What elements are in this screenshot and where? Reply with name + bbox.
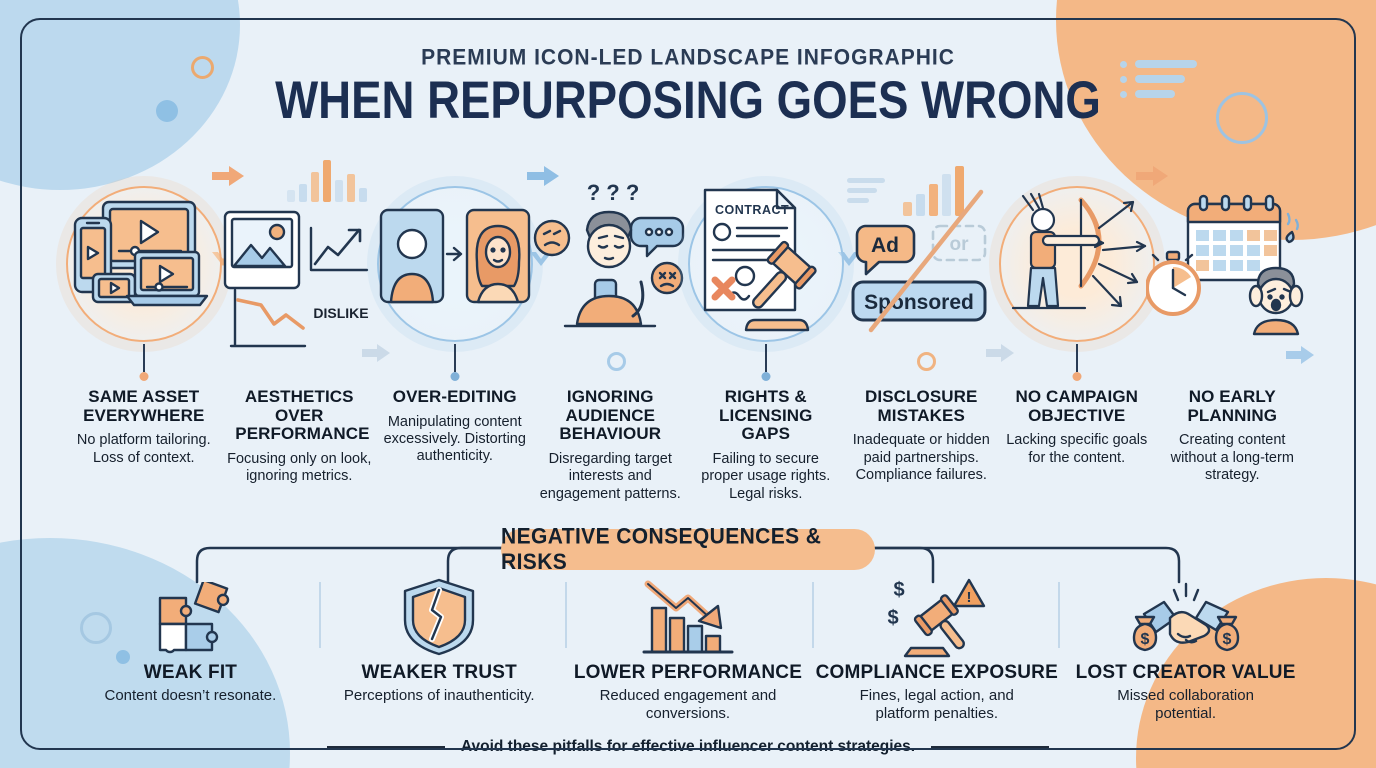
- pitfall-title: NO EARLY PLANNING: [1187, 387, 1278, 425]
- consequence-desc: Content doesn’t resonate.: [104, 687, 277, 704]
- pitfall-title: IGNORING AUDIENCE BEHAVIOUR: [559, 387, 662, 444]
- multi-device-video-icon: [73, 200, 208, 307]
- decor-dot: [156, 100, 178, 122]
- consequence-desc: Missed collaboration potential.: [1117, 687, 1254, 722]
- pitfall-no-planning: NO EARLY PLANNING Creating content witho…: [1146, 148, 1311, 503]
- consequence-lost-creator-value: $ $ LOST CREATOR VALUE Missed collaborat…: [1061, 574, 1310, 723]
- pitfall-desc: Lacking specific goals for the content.: [1006, 432, 1148, 466]
- decor-ring: [80, 612, 112, 644]
- pitfall-ignoring-audience: ? ? ?: [533, 148, 689, 503]
- flow-arrow-icon: [1286, 346, 1314, 364]
- page-title: WHEN REPURPOSING GOES WRONG: [275, 69, 1101, 130]
- sponsored-label: Sponsored: [864, 291, 974, 314]
- consequences-banner: NEGATIVE CONSEQUENCES & RISKS: [501, 524, 875, 574]
- flow-arrow-icon: [1136, 166, 1168, 186]
- consequence-title: COMPLIANCE EXPOSURE: [815, 662, 1058, 683]
- footer-rule-left: [326, 745, 445, 749]
- dislike-label: DISLIKE: [314, 305, 369, 321]
- consequence-weak-fit: WEAK FIT Content doesn’t resonate.: [66, 574, 315, 723]
- kicker: PREMIUM ICON-LED LANDSCAPE INFOGRAPHIC: [421, 45, 955, 70]
- ad-disclosure-icon: Ad or Sponsored: [847, 166, 987, 333]
- consequence-title: LOST CREATOR VALUE: [1075, 662, 1296, 683]
- consequence-desc: Perceptions of inauthenticity.: [343, 687, 535, 704]
- list-icon: [1120, 60, 1197, 105]
- bracket-connector: [195, 546, 1181, 584]
- pitfalls-row: SAME ASSET EVERYWHERE No platform tailor…: [65, 148, 1311, 503]
- consequence-title: WEAK FIT: [143, 662, 238, 683]
- pitfall-desc: Manipulating content excessively. Distor…: [383, 413, 526, 465]
- consequence-desc: Reduced engagement and conversions.: [599, 687, 777, 722]
- dollar-sign: $: [1222, 631, 1231, 648]
- dollar-sign: $: [887, 607, 898, 629]
- footer-text: Avoid these pitfalls for effective influ…: [460, 738, 916, 755]
- consequence-compliance-exposure: $ $ ! COMPLIANCE EXPOSUR: [812, 574, 1061, 723]
- broken-shield-icon: [403, 578, 475, 656]
- pitfall-title: AESTHETICS OVER PERFORMANCE: [235, 387, 370, 444]
- divider: [1058, 582, 1060, 648]
- divider: [319, 582, 321, 648]
- contract-gavel-icon: CONTRACT: [703, 188, 817, 332]
- pitfall-desc: Creating content without a long-term str…: [1170, 432, 1294, 484]
- pitfall-over-editing: OVER-EDITING Manipulating content excess…: [376, 148, 533, 503]
- consequence-desc: Fines, legal action, and platform penalt…: [859, 687, 1014, 722]
- consequences-row: WEAK FIT Content doesn’t resonate. WEAKE…: [66, 574, 1310, 723]
- pitfall-desc: Focusing only on look, ignoring metrics.: [227, 451, 372, 485]
- flow-arrow-down-icon: [838, 252, 860, 266]
- question-marks: ? ? ?: [587, 182, 640, 205]
- consequences-banner-label: NEGATIVE CONSEQUENCES & RISKS: [501, 524, 822, 574]
- declining-bars-icon: [642, 580, 734, 654]
- dollar-sign: $: [1140, 631, 1149, 648]
- decor-ring: [191, 56, 214, 79]
- consequence-title: LOWER PERFORMANCE: [573, 662, 803, 683]
- calendar-stopwatch-panic-icon: [1146, 194, 1304, 336]
- decor-ring: [1216, 92, 1268, 144]
- pitfall-title: RIGHTS & LICENSING GAPS: [719, 387, 813, 444]
- flow-arrow-icon: [986, 344, 1014, 362]
- pitfall-no-objective: NO CAMPAIGN OBJECTIVE Lacking specific g…: [998, 148, 1155, 503]
- pitfall-desc: Inadequate or hidden paid partnerships. …: [852, 432, 990, 484]
- footer-rule-right: [931, 745, 1050, 749]
- flow-arrow-icon: [527, 166, 559, 186]
- pitfall-title: NO CAMPAIGN OBJECTIVE: [1015, 387, 1139, 425]
- ad-label: Ad: [871, 234, 899, 257]
- footer-note: Avoid these pitfalls for effective influ…: [0, 738, 1376, 756]
- divider: [565, 582, 567, 648]
- archer-scattered-arrows-icon: [1011, 192, 1146, 310]
- consequence-lower-performance: LOWER PERFORMANCE Reduced engagement and…: [564, 574, 813, 723]
- consequence-title: WEAKER TRUST: [361, 662, 517, 683]
- bored-audience-icon: ? ? ?: [534, 182, 685, 328]
- handshake-money-icon: $ $: [1132, 582, 1239, 652]
- mismatched-puzzle-icon: [159, 582, 230, 654]
- pitfall-desc: No platform tailoring. Loss of context.: [76, 432, 211, 466]
- pitfall-same-asset: SAME ASSET EVERYWHERE No platform tailor…: [65, 148, 222, 503]
- exclamation-mark: !: [966, 589, 971, 606]
- pitfall-aesthetics: DISLIKE AESTHETICS OVER PERFORMANCE Focu…: [222, 148, 378, 503]
- divider: [812, 582, 814, 648]
- pitfall-rights-licensing: CONTRACT RIGHTS & LICENSING GAPS Failing…: [687, 148, 844, 503]
- decor-ring: [917, 352, 936, 371]
- halo-circle: [998, 186, 1155, 342]
- or-label: or: [950, 234, 970, 255]
- decor-ring: [607, 352, 626, 371]
- flow-arrow-icon: [362, 344, 390, 362]
- pitfall-desc: Failing to secure proper usage rights. L…: [701, 451, 831, 502]
- pitfall-disclosure: Ad or Sponsored DISCLOSURE MISTAKES Inad…: [844, 148, 1000, 503]
- flow-arrow-down-icon: [530, 252, 552, 266]
- flow-arrow-icon: [212, 166, 244, 186]
- gavel-warning-icon: $ $ !: [887, 578, 985, 658]
- dollar-sign: $: [893, 579, 904, 601]
- aesthetics-metrics-icon: DISLIKE: [224, 160, 369, 348]
- pitfall-title: DISCLOSURE MISTAKES: [865, 387, 978, 425]
- consequence-weaker-trust: WEAKER TRUST Perceptions of inauthentici…: [315, 574, 564, 723]
- pitfall-title: OVER-EDITING: [392, 387, 517, 406]
- contract-label: CONTRACT: [715, 203, 789, 217]
- before-after-portrait-icon: [379, 208, 530, 304]
- pitfall-title: SAME ASSET EVERYWHERE: [83, 387, 205, 425]
- decor-dot: [116, 650, 130, 664]
- pitfall-desc: Disregarding target interests and engage…: [539, 451, 681, 502]
